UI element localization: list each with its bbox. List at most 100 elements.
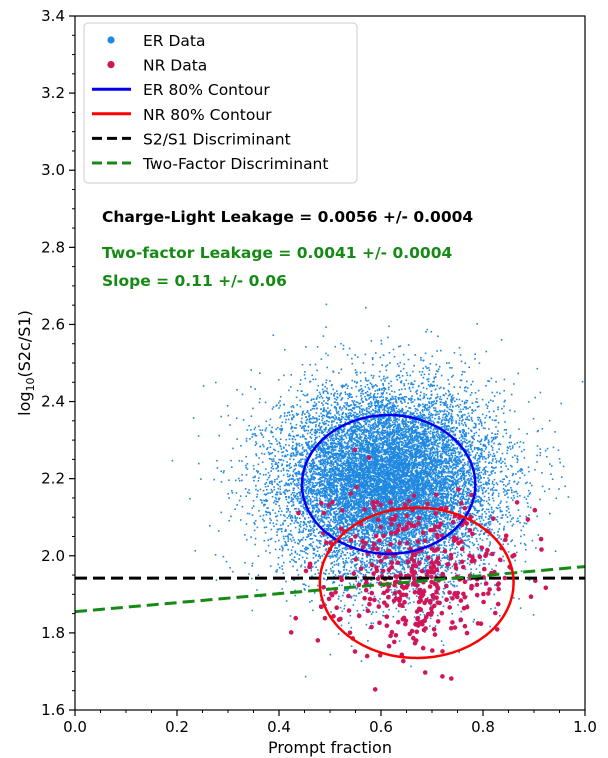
er-data-point bbox=[366, 560, 368, 562]
er-data-point bbox=[334, 431, 336, 433]
er-data-point bbox=[265, 526, 268, 528]
er-data-point bbox=[311, 575, 313, 577]
er-data-point bbox=[415, 433, 418, 436]
er-data-point bbox=[453, 505, 455, 508]
er-data-point bbox=[339, 549, 341, 551]
er-data-point bbox=[475, 493, 477, 495]
er-data-point bbox=[443, 402, 446, 404]
er-data-point bbox=[550, 473, 552, 475]
er-data-point bbox=[302, 425, 305, 428]
er-data-point bbox=[402, 513, 404, 515]
er-data-point bbox=[390, 385, 393, 387]
er-data-point bbox=[480, 471, 483, 474]
er-data-point bbox=[328, 462, 331, 464]
er-data-point bbox=[319, 557, 321, 559]
er-data-point bbox=[316, 431, 318, 434]
er-data-point bbox=[413, 437, 416, 440]
er-data-point bbox=[519, 477, 521, 479]
er-data-point bbox=[320, 599, 322, 601]
er-data-point bbox=[342, 426, 345, 429]
er-data-point bbox=[435, 363, 437, 366]
er-data-point bbox=[322, 459, 325, 462]
er-data-point bbox=[424, 352, 427, 355]
er-data-point bbox=[442, 564, 444, 567]
er-data-point bbox=[484, 427, 486, 430]
er-data-point bbox=[492, 499, 495, 502]
er-data-point bbox=[459, 537, 462, 540]
er-data-point bbox=[315, 490, 318, 492]
er-data-point bbox=[444, 424, 446, 426]
er-data-point bbox=[490, 399, 492, 402]
er-data-point bbox=[374, 490, 376, 492]
er-data-point bbox=[368, 566, 371, 569]
er-data-point bbox=[501, 481, 504, 483]
er-data-point bbox=[510, 540, 512, 543]
er-data-point bbox=[260, 432, 262, 434]
er-data-point bbox=[433, 463, 435, 466]
er-data-point bbox=[377, 426, 379, 428]
er-data-point bbox=[456, 481, 459, 483]
er-data-point bbox=[401, 471, 403, 474]
er-data-point bbox=[451, 471, 454, 473]
er-data-point bbox=[445, 538, 447, 540]
er-data-point bbox=[304, 548, 306, 550]
er-data-point bbox=[459, 467, 462, 470]
er-data-point bbox=[416, 447, 418, 449]
er-data-point bbox=[332, 530, 334, 532]
er-data-point bbox=[448, 470, 451, 473]
er-data-point bbox=[298, 445, 301, 447]
er-data-point bbox=[423, 477, 425, 479]
er-data-point bbox=[357, 416, 360, 418]
er-data-point bbox=[301, 411, 304, 414]
er-data-point bbox=[367, 445, 369, 447]
er-data-point bbox=[352, 445, 354, 447]
er-data-point bbox=[480, 447, 483, 450]
er-data-point bbox=[381, 471, 383, 474]
er-data-point bbox=[437, 502, 439, 505]
er-data-point bbox=[428, 444, 430, 447]
er-data-point bbox=[328, 420, 330, 423]
er-data-point bbox=[461, 491, 464, 494]
er-data-point bbox=[383, 411, 385, 414]
er-data-point bbox=[423, 495, 426, 497]
er-data-point bbox=[371, 478, 373, 480]
er-data-point bbox=[319, 428, 322, 430]
er-data-point bbox=[417, 560, 419, 562]
er-data-point bbox=[269, 522, 271, 524]
er-data-point bbox=[502, 412, 505, 414]
er-data-point bbox=[449, 499, 452, 501]
er-data-point bbox=[383, 407, 385, 410]
er-data-point bbox=[306, 557, 308, 559]
er-data-point bbox=[462, 441, 464, 443]
er-data-point bbox=[384, 561, 387, 564]
er-data-point bbox=[340, 399, 342, 401]
er-data-point bbox=[551, 465, 553, 467]
er-data-point bbox=[375, 530, 377, 533]
er-data-point bbox=[326, 491, 328, 493]
er-data-point bbox=[366, 441, 369, 443]
er-data-point bbox=[313, 442, 316, 444]
er-data-point bbox=[428, 537, 431, 540]
er-data-point bbox=[272, 509, 274, 511]
er-data-point bbox=[345, 419, 348, 421]
er-data-point bbox=[457, 604, 459, 606]
er-data-point bbox=[340, 436, 342, 438]
er-data-point bbox=[302, 512, 305, 515]
er-data-point bbox=[328, 525, 330, 527]
er-data-point bbox=[372, 408, 374, 411]
er-data-point bbox=[453, 502, 456, 505]
er-data-point bbox=[313, 490, 315, 493]
er-data-point bbox=[414, 457, 417, 459]
er-data-point bbox=[294, 520, 297, 522]
er-data-point bbox=[450, 420, 453, 422]
er-data-point bbox=[406, 519, 409, 521]
er-data-point bbox=[405, 431, 408, 433]
er-data-point bbox=[194, 550, 197, 552]
er-data-point bbox=[398, 514, 400, 517]
er-data-point bbox=[309, 471, 312, 474]
er-data-point bbox=[298, 464, 300, 466]
er-data-point bbox=[375, 611, 378, 613]
er-data-point bbox=[508, 482, 510, 485]
er-data-point bbox=[455, 437, 457, 440]
er-data-point bbox=[367, 524, 369, 527]
